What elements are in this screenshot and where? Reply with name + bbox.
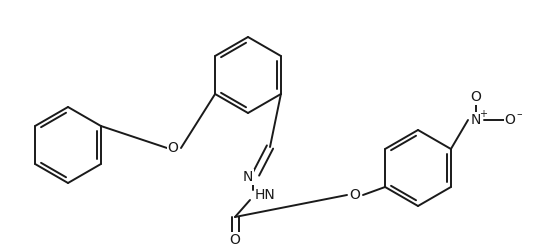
Text: O: O <box>168 141 178 155</box>
Text: –: – <box>516 109 522 119</box>
Text: O: O <box>350 188 360 202</box>
Text: +: + <box>479 109 487 119</box>
Text: O: O <box>505 113 515 127</box>
Text: N: N <box>243 170 253 184</box>
Text: N: N <box>471 113 481 127</box>
Text: O: O <box>470 90 482 104</box>
Text: O: O <box>230 233 240 247</box>
Text: HN: HN <box>255 188 276 202</box>
